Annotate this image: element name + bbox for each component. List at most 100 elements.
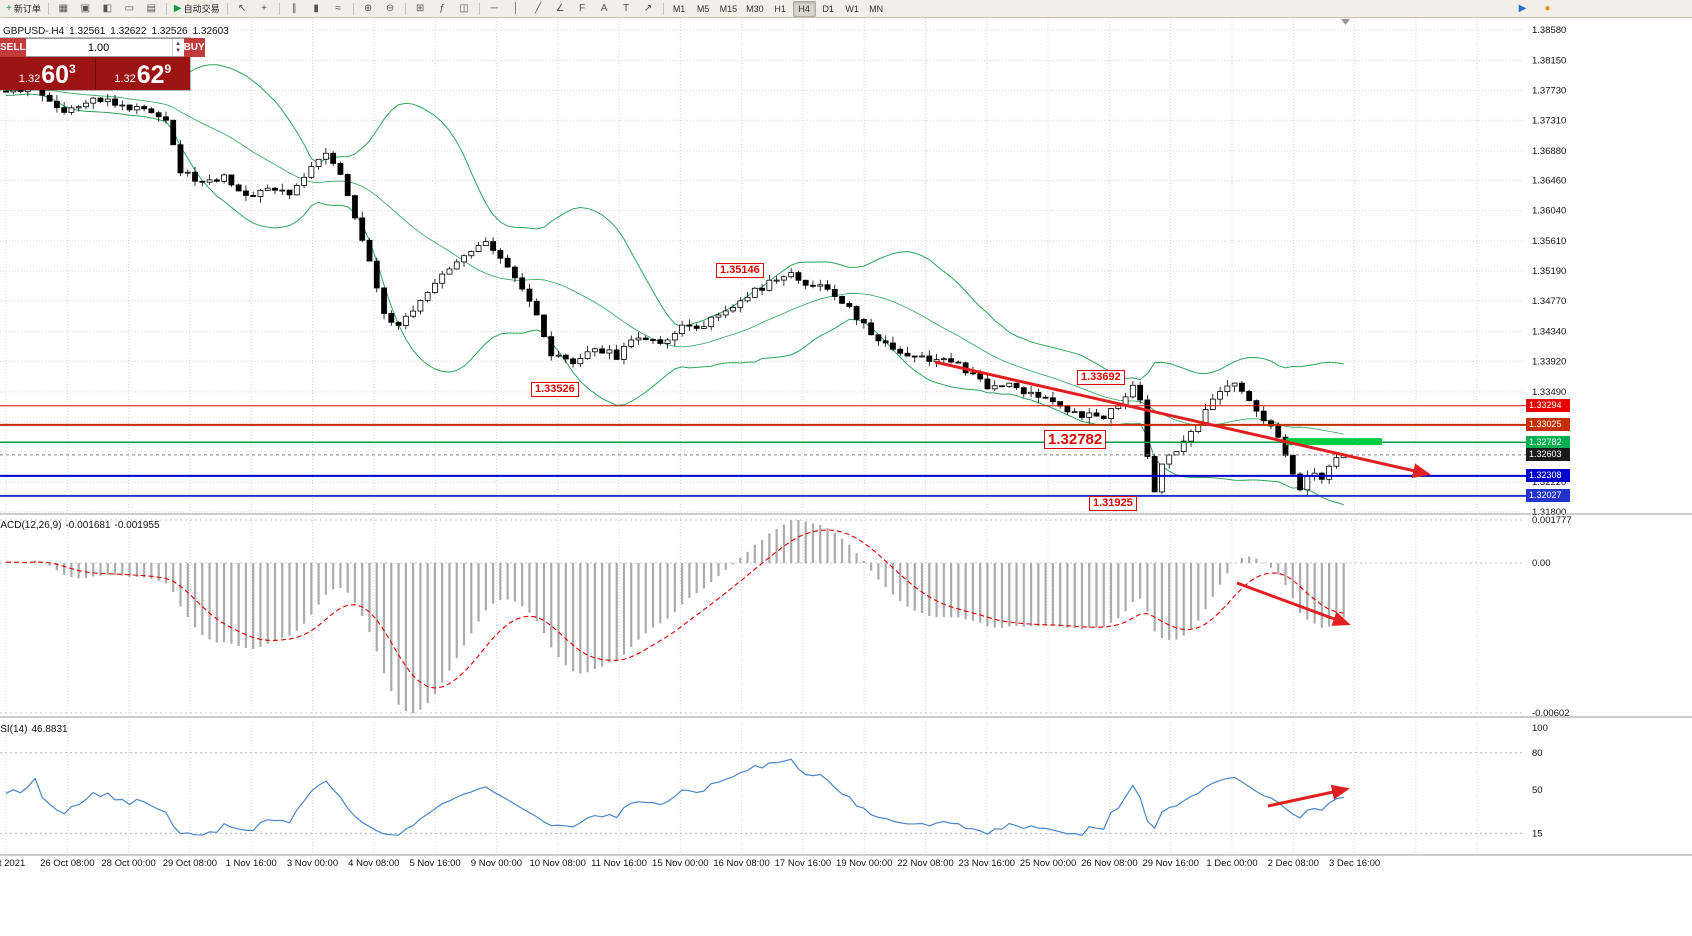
text-icon-glyph: A — [600, 2, 608, 14]
svg-text:11 Nov 16:00: 11 Nov 16:00 — [591, 858, 647, 869]
channel-icon-glyph: ∠ — [555, 2, 565, 14]
data-window-icon-glyph: ▣ — [80, 2, 91, 14]
timeframe-mn-button[interactable]: MN — [869, 3, 884, 14]
fibonacci-icon[interactable]: F — [572, 1, 593, 17]
svg-text:1.37730: 1.37730 — [1532, 85, 1566, 96]
rsi-label: RSI(14)46.8831 — [0, 724, 68, 735]
toolbar: + 新订单 ▦ ▣ ◧ ▭ ▤ ▶ 自动交易 ↖ + ∥ ▮ ≈ ⊕ ⊖ ⊞ ƒ ◫ ─ │ ╱ ∠ F A T ↗ M1 M5 M15 M… — [0, 0, 1692, 18]
vertical-line-icon[interactable]: │ — [506, 1, 527, 17]
svg-text:1.36460: 1.36460 — [1532, 176, 1566, 187]
svg-text:15: 15 — [1532, 828, 1543, 839]
timeframe-h4-button[interactable]: H4 — [792, 0, 816, 17]
timeframe-w1-button[interactable]: W1 — [845, 3, 859, 14]
lot-spinner: ▲ ▼ — [171, 39, 184, 56]
trendline-icon[interactable]: ╱ — [528, 1, 549, 17]
line-chart-icon[interactable]: ≈ — [328, 1, 349, 17]
new-order-glyph: + — [6, 2, 12, 14]
cursor-icon[interactable]: ↖ — [232, 1, 253, 17]
svg-text:50: 50 — [1532, 785, 1543, 796]
timeframe-d1-button[interactable]: D1 — [822, 3, 834, 14]
lot-size-field: ▲ ▼ — [25, 38, 184, 57]
timeframe-m5-button[interactable]: M5 — [696, 3, 710, 14]
svg-text:25 Nov 00:00: 25 Nov 00:00 — [1020, 858, 1077, 869]
auto-trading-button[interactable]: ▶ 自动交易 — [171, 1, 223, 17]
crosshair-icon[interactable]: + — [254, 1, 275, 17]
terminal-icon[interactable]: ▭ — [119, 1, 140, 17]
terminal-icon-glyph: ▭ — [124, 2, 135, 14]
timeframe-h1-button[interactable]: H1 — [774, 3, 786, 14]
indicators-icon[interactable]: ƒ — [432, 1, 453, 17]
svg-text:1.36040: 1.36040 — [1532, 206, 1566, 217]
svg-text:4 Nov 08:00: 4 Nov 08:00 — [348, 858, 399, 869]
sell-button[interactable]: SELL — [0, 38, 26, 57]
timeframe-m30-button[interactable]: M30 — [746, 3, 764, 14]
sell-price-sup: 3 — [69, 62, 76, 76]
cursor-icon-glyph: ↖ — [237, 2, 247, 14]
svg-text:-0.00602: -0.00602 — [1532, 708, 1570, 719]
zoom-in-icon[interactable]: ⊕ — [358, 1, 379, 17]
channel-icon[interactable]: ∠ — [550, 1, 571, 17]
svg-text:1.38150: 1.38150 — [1532, 56, 1566, 67]
candlestick-chart-icon[interactable]: ▮ — [306, 1, 327, 17]
arrows-icon[interactable]: ↗ — [638, 1, 659, 17]
svg-text:1.35610: 1.35610 — [1532, 236, 1566, 247]
timeframe-m15-button[interactable]: M15 — [719, 3, 738, 14]
svg-text:1 Nov 16:00: 1 Nov 16:00 — [226, 858, 277, 869]
quick-nav-icon[interactable]: ▶ — [1512, 1, 1533, 17]
svg-text:1.33490: 1.33490 — [1532, 387, 1566, 398]
market-watch-icon[interactable]: ▦ — [53, 1, 74, 17]
strategy-tester-icon[interactable]: ▤ — [141, 1, 162, 17]
horizontal-line-icon[interactable]: ─ — [484, 1, 505, 17]
new-order-button[interactable]: + 新订单 — [3, 1, 44, 17]
bar-chart-icon[interactable]: ∥ — [284, 1, 305, 17]
ohlc-high: 1.32622 — [110, 26, 147, 37]
notifications-icon[interactable]: ● — [1537, 1, 1558, 17]
one-click-trading-widget: SELL ▲ ▼ BUY 1.32 60 3 1.32 62 9 — [0, 38, 205, 90]
tile-windows-icon-glyph: ⊞ — [415, 2, 425, 14]
buy-button[interactable]: BUY — [183, 38, 205, 57]
svg-text:1.33070: 1.33070 — [1532, 417, 1566, 428]
svg-text:3 Dec 16:00: 3 Dec 16:00 — [1329, 858, 1380, 869]
navigator-icon[interactable]: ◧ — [97, 1, 118, 17]
buy-price-display[interactable]: 1.32 62 9 — [96, 57, 191, 90]
macd-label: MACD(12,26,9)-0.001681-0.001955 — [0, 520, 160, 531]
toolbar-separator — [352, 2, 354, 15]
svg-text:0.00: 0.00 — [1532, 558, 1551, 569]
notifications-icon-glyph: ● — [1544, 3, 1551, 14]
sell-price-display[interactable]: 1.32 60 3 — [0, 57, 96, 90]
data-window-icon[interactable]: ▣ — [75, 1, 96, 17]
svg-text:15 Nov 00:00: 15 Nov 00:00 — [652, 858, 709, 869]
svg-text:1.35190: 1.35190 — [1532, 266, 1566, 277]
label-icon[interactable]: T — [616, 1, 637, 17]
svg-text:29 Nov 16:00: 29 Nov 16:00 — [1142, 858, 1199, 869]
svg-text:16 Nov 08:00: 16 Nov 08:00 — [713, 858, 770, 869]
lot-increase-button[interactable]: ▲ — [175, 40, 182, 47]
toolbar-right-icons: ▶ ● — [1512, 1, 1558, 17]
lot-decrease-button[interactable]: ▼ — [175, 47, 182, 54]
lot-size-input[interactable] — [25, 39, 172, 56]
zoom-in-icon-glyph: ⊕ — [363, 2, 373, 14]
zoom-out-icon[interactable]: ⊖ — [380, 1, 401, 17]
svg-text:1.32220: 1.32220 — [1532, 477, 1566, 488]
market-watch-icon-glyph: ▦ — [58, 2, 69, 14]
ohlc-low: 1.32526 — [151, 26, 188, 37]
templates-icon-glyph: ◫ — [459, 2, 469, 14]
sell-price-prefix: 1.32 — [18, 73, 41, 85]
indicators-icon-glyph: ƒ — [439, 2, 445, 14]
svg-text:1.38580: 1.38580 — [1532, 25, 1566, 36]
svg-text:19 Nov 00:00: 19 Nov 00:00 — [836, 858, 893, 869]
crosshair-icon-glyph: + — [261, 2, 267, 14]
fibonacci-icon-glyph: F — [579, 2, 586, 14]
svg-text:26 Oct 08:00: 26 Oct 08:00 — [40, 858, 94, 869]
templates-icon[interactable]: ◫ — [454, 1, 475, 17]
svg-text:9 Nov 00:00: 9 Nov 00:00 — [471, 858, 522, 869]
timeframe-m1-button[interactable]: M1 — [672, 3, 686, 14]
label-icon-glyph: T — [623, 2, 630, 14]
new-order-button-label: 新订单 — [13, 4, 41, 14]
tile-windows-icon[interactable]: ⊞ — [410, 1, 431, 17]
svg-text:26 Nov 08:00: 26 Nov 08:00 — [1081, 858, 1138, 869]
svg-text:3 Nov 00:00: 3 Nov 00:00 — [287, 858, 338, 869]
trendline-icon-glyph: ╱ — [535, 2, 542, 14]
text-icon[interactable]: A — [594, 1, 615, 17]
